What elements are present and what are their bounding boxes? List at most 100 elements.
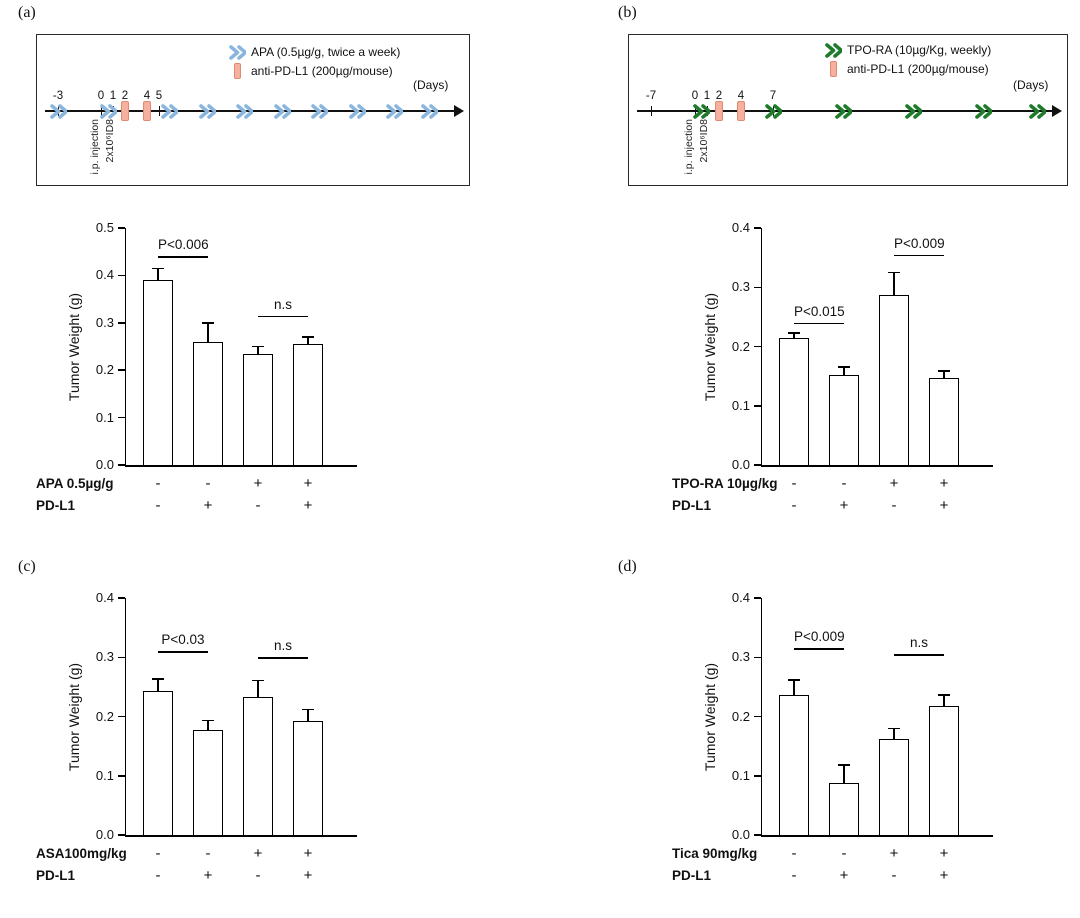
- tpo-ra-dose-chevron-icon: [693, 104, 712, 119]
- panel-label-d: (d): [618, 558, 637, 575]
- dose-sign: +: [303, 845, 313, 862]
- significance-label: P<0.015: [794, 303, 845, 319]
- group-row-label: PD-L1: [672, 498, 712, 513]
- error-bar-cap: [788, 332, 800, 334]
- error-bar: [157, 268, 159, 285]
- y-axis-title: Tumor Weight (g): [702, 662, 718, 771]
- y-tick: [118, 369, 125, 371]
- y-tick-label: 0.3: [95, 649, 114, 665]
- tumor-inoculum-label: 2x10⁶ID8: [698, 119, 710, 163]
- error-bar-cap: [838, 764, 850, 766]
- y-axis: [760, 598, 762, 835]
- error-bar: [207, 720, 209, 734]
- day-tick-label: 0: [97, 90, 105, 102]
- group-row-label: PD-L1: [36, 868, 76, 883]
- timeline-arrowhead-icon: [1052, 105, 1062, 117]
- ip-injection-label: i.p. injection: [89, 119, 101, 175]
- y-axis-title: Tumor Weight (g): [702, 292, 718, 401]
- significance-line: [158, 651, 208, 653]
- y-tick: [754, 405, 761, 407]
- panel-label-c: (c): [18, 558, 36, 575]
- bar: [293, 344, 323, 465]
- dose-sign: +: [889, 845, 899, 862]
- y-tick-label: 0.2: [731, 338, 750, 354]
- error-bar-cap: [788, 679, 800, 681]
- apa-dose-chevron-icon: [229, 45, 248, 60]
- tumor-weight-chart-d: 0.0 0.1 0.2 0.3 0.4 Tumor Weight (g) P<0.009 n.…: [672, 580, 1072, 915]
- bar: [143, 280, 173, 465]
- y-tick-label: 0.2: [95, 708, 114, 724]
- significance-line: [894, 654, 944, 656]
- significance-line: [158, 256, 208, 258]
- day-tick: [158, 106, 160, 116]
- error-bar-cap: [152, 678, 164, 680]
- significance-line: [258, 657, 308, 659]
- y-axis: [124, 598, 126, 835]
- anti-pd-l1-dose-icon: [715, 101, 723, 121]
- day-tick: [650, 106, 652, 116]
- dose-sign: +: [939, 497, 949, 514]
- dose-sign: +: [939, 867, 949, 884]
- y-tick-label: 0.0: [95, 827, 114, 842]
- apa-dose-chevron-icon: [386, 104, 405, 119]
- y-tick: [754, 464, 761, 466]
- group-row-label: Tica 90mg/kg: [672, 846, 758, 861]
- y-tick-label: 0.0: [95, 457, 114, 472]
- group-row-label: PD-L1: [36, 498, 76, 513]
- timeline-arrowhead-icon: [454, 105, 464, 117]
- error-bar-cap: [252, 345, 264, 348]
- dose-sign: -: [205, 475, 211, 492]
- day-tick-label: 4: [737, 90, 745, 102]
- anti-pd-l1-dose-icon: [830, 61, 837, 77]
- tumor-inoculum-label: 2x10⁶ID8: [104, 119, 116, 163]
- dose-sign: -: [155, 867, 161, 884]
- y-tick-label: 0.1: [731, 767, 750, 783]
- bar: [879, 294, 909, 465]
- y-tick: [754, 597, 761, 599]
- error-bar: [793, 679, 795, 699]
- significance-line: [258, 315, 308, 318]
- y-tick: [118, 775, 125, 777]
- day-tick-label: 2: [715, 90, 723, 102]
- y-tick-label: 0.3: [95, 314, 114, 330]
- dose-sign: +: [203, 867, 213, 884]
- apa-dose-chevron-icon: [236, 104, 255, 119]
- apa-dose-chevron-icon: [311, 104, 330, 119]
- ip-injection-label: i.p. injection: [683, 119, 695, 175]
- anti-pd-l1-dose-icon: [234, 63, 241, 79]
- y-tick: [754, 715, 761, 718]
- dose-sign: -: [791, 867, 797, 884]
- dose-sign: +: [253, 475, 263, 492]
- bar: [293, 721, 323, 835]
- tumor-weight-chart-a: 0.0 0.1 0.2 0.3 0.4 0.5 Tumor Weight (g) P<0.00…: [36, 210, 466, 545]
- days-axis-label: (Days): [413, 78, 449, 92]
- apa-dose-chevron-icon: [349, 104, 368, 119]
- dose-sign: +: [253, 845, 263, 862]
- dose-sign: -: [891, 867, 897, 884]
- bar: [929, 377, 959, 465]
- error-bar-cap: [252, 679, 264, 682]
- error-bar: [843, 367, 845, 379]
- group-row-label: TPO-RA 10µg/kg: [672, 476, 778, 491]
- y-tick: [118, 274, 125, 277]
- anti-pd-l1-dose-icon: [737, 101, 745, 121]
- significance-label: P<0.009: [794, 629, 845, 645]
- error-bar-cap: [302, 336, 314, 338]
- dose-sign: +: [303, 475, 313, 492]
- dose-sign: -: [891, 497, 897, 514]
- y-tick: [118, 322, 125, 324]
- error-bar-cap: [838, 366, 850, 368]
- y-tick: [754, 834, 761, 836]
- tpo-ra-dose-chevron-icon: [825, 43, 844, 58]
- significance-label: n.s: [273, 296, 292, 312]
- apa-dose-chevron-icon: [199, 104, 218, 119]
- y-axis-title: Tumor Weight (g): [66, 662, 82, 771]
- dose-sign: +: [939, 845, 949, 862]
- y-tick-label: 0.1: [95, 409, 114, 425]
- dose-sign: -: [155, 497, 161, 514]
- y-axis: [124, 228, 126, 465]
- dose-sign: +: [303, 497, 313, 514]
- y-tick-label: 0.3: [731, 649, 750, 665]
- dose-sign: +: [889, 475, 899, 492]
- tpo-ra-dose-chevron-icon: [765, 104, 784, 119]
